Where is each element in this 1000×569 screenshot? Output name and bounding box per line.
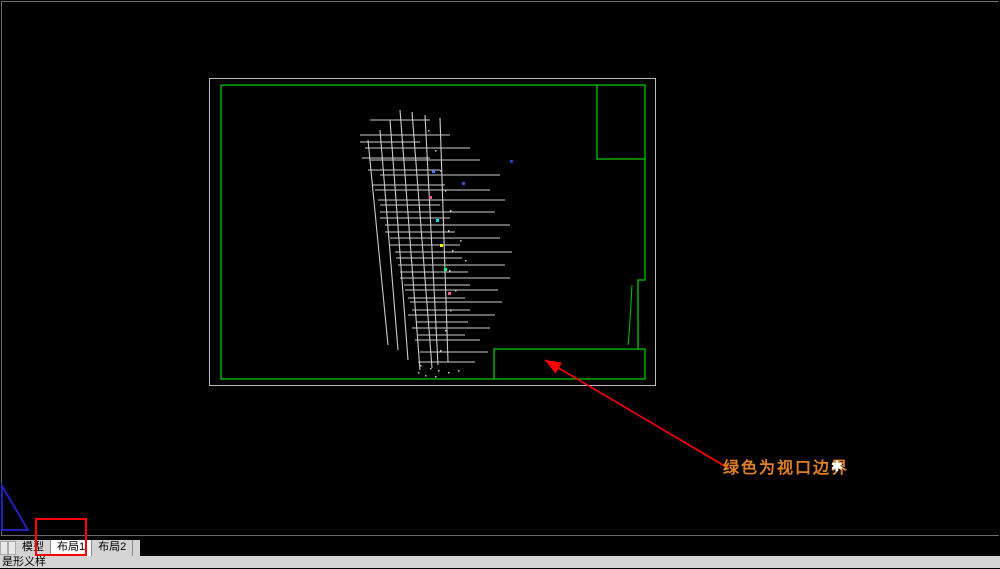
cad-canvas[interactable]: 绿色为视口边界 ✱	[0, 0, 1000, 536]
tab-layout2[interactable]: 布局2	[92, 540, 133, 556]
ucs-triangle-icon	[0, 0, 60, 540]
annotation-arrow	[0, 0, 1000, 540]
highlight-box	[35, 518, 87, 556]
cursor-icon: ✱	[831, 458, 843, 475]
status-text: 是形义样	[2, 553, 46, 569]
status-bar: 是形义样	[0, 556, 1000, 568]
